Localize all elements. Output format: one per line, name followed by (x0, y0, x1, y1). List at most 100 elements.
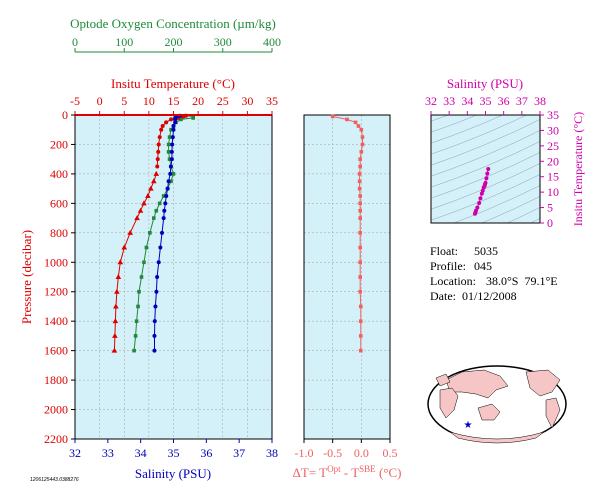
oxygen-point (144, 245, 149, 250)
ts-x-tick-label: 34 (461, 94, 473, 108)
salinity-tick-label: 34 (135, 446, 147, 460)
oxygen-point (132, 348, 136, 353)
delta-point (356, 124, 361, 128)
temperature-point (169, 117, 174, 122)
oxygen-tick-label: 300 (214, 35, 232, 49)
float-row: Float: 5035 (430, 244, 558, 259)
density-contour (431, 115, 528, 155)
temperature-point (112, 332, 118, 338)
temperature-tick-label: 35 (266, 94, 278, 108)
salinity-point (163, 201, 168, 206)
ts-x-tick-label: 36 (498, 94, 510, 108)
delta-point (358, 245, 362, 250)
delta-point (358, 194, 362, 198)
delta-point (360, 135, 365, 139)
map-south-america (545, 397, 561, 429)
density-contour (431, 115, 450, 122)
float-value: 5035 (474, 244, 498, 258)
oxygen-point (166, 142, 171, 147)
oxygen-point (142, 260, 146, 265)
delta-point (358, 216, 362, 220)
ts-x-tick-label: 37 (516, 94, 528, 108)
temperature-point (145, 193, 151, 198)
salinity-tick-label: 38 (266, 446, 278, 460)
temperature-tick-label: 0 (97, 94, 103, 108)
pressure-tick-label: 2000 (44, 403, 68, 417)
date-row: Date: 01/12/2008 (430, 289, 558, 304)
delta-point (358, 319, 363, 323)
temperature-point (155, 157, 160, 162)
delta-point (358, 201, 362, 206)
delta-point (360, 142, 365, 147)
map-australia (477, 403, 501, 421)
temperature-tick-label: 25 (217, 94, 229, 108)
ts-y-tick-label: 10 (547, 185, 559, 199)
oxygen-point (191, 116, 195, 120)
temperature-point (156, 149, 161, 154)
pressure-tick-label: 1600 (44, 344, 68, 358)
delta-panel: -1.0 -0.5 0.0 0.5 ΔT= TOpt - TSBE (°C) (293, 114, 401, 480)
delta-point (330, 114, 335, 119)
salinity-axis-label: Salinity (PSU) (135, 466, 211, 481)
delta-point (345, 117, 349, 122)
location-value: 38.0°S 79.1°E (486, 274, 558, 288)
oxygen-point (152, 216, 156, 220)
oxygen-point (161, 194, 166, 198)
salinity-point (170, 142, 175, 147)
temperature-point (127, 229, 133, 235)
temperature-point (114, 288, 120, 294)
salinity-tick-label: 33 (102, 446, 114, 460)
oxygen-point (134, 319, 139, 323)
temperature-point (156, 142, 161, 147)
delta-point (357, 186, 362, 191)
density-contour (431, 141, 540, 188)
location-row: Location: 38.0°S 79.1°E (430, 274, 558, 289)
ts-point (485, 171, 490, 176)
salinity-point (154, 289, 159, 294)
oxygen-point (133, 334, 138, 338)
map-europe (435, 373, 451, 387)
delta-point (357, 179, 362, 184)
float-label: Float: (430, 244, 459, 258)
oxygen-point (169, 127, 173, 132)
salinity-line (154, 115, 181, 351)
delta-plot-area (304, 115, 390, 439)
density-contour (431, 115, 478, 133)
oxygen-point (139, 275, 144, 279)
delta-point (358, 260, 362, 265)
delta-point (358, 231, 362, 235)
delta-point (359, 127, 364, 132)
salinity-point (156, 260, 161, 265)
oxygen-tick-label: 0 (72, 35, 78, 49)
delta-point (357, 172, 362, 176)
temperature-point (148, 185, 154, 191)
salinity-point (170, 135, 175, 140)
map-antarctica (449, 431, 545, 444)
pressure-tick-label: 1800 (44, 373, 68, 387)
density-contour (431, 163, 540, 210)
density-contour (426, 29, 545, 79)
salinity-point (166, 179, 171, 184)
delta-tick-label: 0.0 (354, 446, 369, 460)
salinity-tick-label: 35 (168, 446, 180, 460)
oxygen-point (167, 157, 172, 161)
oxygen-tick-label: 200 (165, 35, 183, 49)
ts-x-tick-label: 35 (480, 94, 492, 108)
ts-y-tick-label: 15 (547, 170, 559, 184)
delta-point (358, 157, 362, 161)
oxygen-axis-label: Optode Oxygen Concentration (µm/kg) (70, 16, 276, 31)
temperature-point (137, 207, 144, 213)
delta-point (358, 275, 362, 279)
temperature-line (113, 173, 157, 351)
ts-point (480, 188, 485, 193)
world-map: ★ (427, 365, 567, 444)
map-north-america (525, 369, 561, 397)
ts-point (486, 167, 491, 171)
oxygen-point (136, 304, 140, 309)
temperature-point (153, 170, 160, 176)
oxygen-tick-label: 400 (263, 35, 281, 49)
density-contour (506, 207, 540, 223)
delta-tick-label: -1.0 (295, 446, 314, 460)
temperature-point (121, 244, 128, 250)
